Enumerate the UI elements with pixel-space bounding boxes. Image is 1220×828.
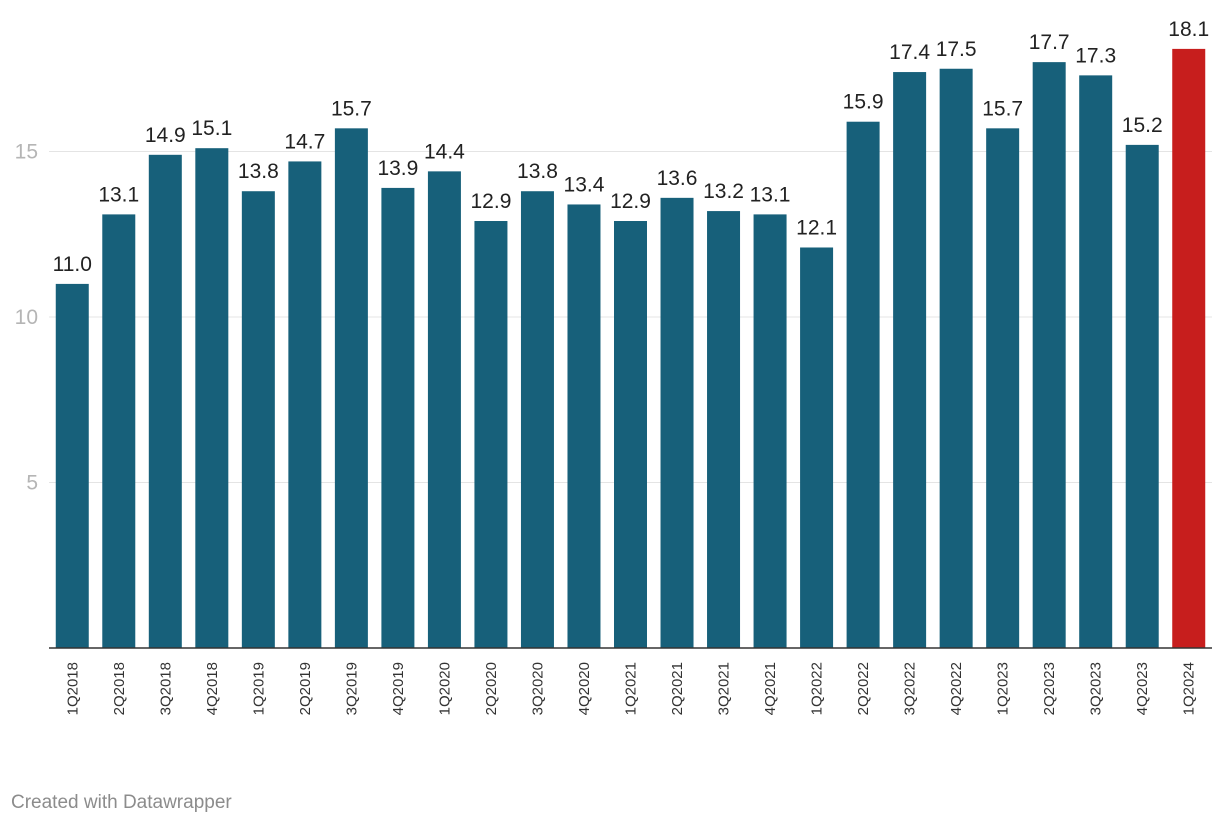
x-tick-label-1Q2020: 1Q2020 bbox=[436, 662, 453, 715]
y-tick-label: 10 bbox=[15, 306, 38, 329]
value-label-2Q2020: 12.9 bbox=[471, 190, 512, 213]
bar-3Q2018 bbox=[148, 154, 182, 648]
y-tick-label: 15 bbox=[15, 141, 38, 164]
x-tick-label-2Q2018: 2Q2018 bbox=[111, 662, 128, 715]
bar-3Q2019 bbox=[334, 128, 368, 648]
x-tick-label-3Q2020: 3Q2020 bbox=[529, 662, 546, 715]
value-label-4Q2018: 15.1 bbox=[191, 117, 232, 140]
value-label-1Q2022: 12.1 bbox=[796, 216, 837, 239]
x-tick-label-2Q2019: 2Q2019 bbox=[297, 662, 314, 715]
x-tick-label-1Q2021: 1Q2021 bbox=[623, 662, 640, 715]
bars bbox=[55, 48, 1206, 649]
x-tick-label-4Q2021: 4Q2021 bbox=[762, 662, 779, 715]
x-tick-label-3Q2021: 3Q2021 bbox=[716, 662, 733, 715]
bar-1Q2019 bbox=[241, 191, 275, 648]
bar-1Q2022 bbox=[800, 247, 834, 649]
bar-2Q2019 bbox=[288, 161, 322, 648]
value-label-1Q2024: 18.1 bbox=[1168, 18, 1209, 41]
value-label-2Q2021: 13.6 bbox=[657, 167, 698, 190]
x-tick-label-3Q2018: 3Q2018 bbox=[157, 662, 174, 715]
bar-1Q2021 bbox=[614, 221, 647, 648]
bar-4Q2023 bbox=[1125, 144, 1159, 648]
bar-2Q2023 bbox=[1032, 62, 1066, 648]
bar-1Q2020 bbox=[427, 171, 461, 649]
x-tick-label-4Q2018: 4Q2018 bbox=[204, 662, 221, 715]
value-label-3Q2019: 15.7 bbox=[331, 97, 372, 120]
value-label-1Q2019: 13.8 bbox=[238, 160, 279, 183]
value-label-4Q2019: 13.9 bbox=[377, 157, 418, 180]
bar-4Q2021 bbox=[753, 214, 787, 648]
value-label-4Q2020: 13.4 bbox=[564, 173, 605, 196]
value-label-2Q2022: 15.9 bbox=[843, 91, 884, 114]
x-tick-label-3Q2023: 3Q2023 bbox=[1088, 662, 1105, 715]
x-tick-label-4Q2020: 4Q2020 bbox=[576, 662, 593, 715]
value-label-4Q2022: 17.5 bbox=[936, 38, 977, 61]
credit-text: Created with Datawrapper bbox=[11, 792, 232, 813]
value-label-2Q2018: 13.1 bbox=[98, 183, 139, 206]
bar-1Q2018 bbox=[55, 283, 89, 648]
x-tick-label-2Q2022: 2Q2022 bbox=[855, 662, 872, 715]
value-label-1Q2020: 14.4 bbox=[424, 140, 465, 163]
bar-2Q2022 bbox=[846, 121, 880, 648]
value-label-3Q2018: 14.9 bbox=[145, 124, 186, 147]
bar-3Q2022 bbox=[893, 72, 927, 648]
bar-3Q2023 bbox=[1079, 75, 1113, 649]
bar-4Q2018 bbox=[195, 148, 229, 648]
value-label-3Q2020: 13.8 bbox=[517, 160, 558, 183]
x-axis-labels: 1Q2018 2Q2018 3Q2018 4Q2018 1Q2019 2Q2019 3Q20… bbox=[64, 662, 1197, 715]
bar-3Q2020 bbox=[520, 191, 554, 648]
value-label-4Q2021: 13.1 bbox=[750, 183, 791, 206]
x-tick-label-4Q2023: 4Q2023 bbox=[1134, 662, 1151, 715]
value-label-2Q2019: 14.7 bbox=[284, 130, 325, 153]
value-label-1Q2018: 11.0 bbox=[53, 253, 92, 276]
x-tick-label-4Q2022: 4Q2022 bbox=[948, 662, 965, 715]
bar-2Q2018 bbox=[102, 214, 136, 648]
bar-1Q2023 bbox=[986, 128, 1020, 648]
x-tick-label-2Q2023: 2Q2023 bbox=[1041, 662, 1058, 715]
bar-2Q2020 bbox=[474, 221, 508, 648]
value-label-2Q2023: 17.7 bbox=[1029, 31, 1070, 54]
bar-2Q2021 bbox=[660, 197, 694, 648]
x-tick-label-4Q2019: 4Q2019 bbox=[390, 662, 407, 715]
x-tick-label-2Q2021: 2Q2021 bbox=[669, 662, 686, 715]
y-axis-labels: 5 10 15 bbox=[15, 141, 38, 495]
y-tick-label: 5 bbox=[26, 472, 38, 495]
x-tick-label-1Q2019: 1Q2019 bbox=[250, 662, 267, 715]
x-tick-label-1Q2022: 1Q2022 bbox=[809, 662, 826, 715]
value-label-3Q2023: 17.3 bbox=[1075, 44, 1116, 67]
bar-3Q2021 bbox=[707, 211, 741, 648]
x-tick-label-1Q2024: 1Q2024 bbox=[1181, 662, 1198, 715]
x-tick-label-1Q2023: 1Q2023 bbox=[995, 662, 1012, 715]
bar-4Q2020 bbox=[567, 204, 601, 648]
value-label-3Q2022: 17.4 bbox=[889, 41, 930, 64]
x-tick-label-3Q2022: 3Q2022 bbox=[902, 662, 919, 715]
value-label-1Q2023: 15.7 bbox=[982, 97, 1023, 120]
x-tick-label-3Q2019: 3Q2019 bbox=[343, 662, 360, 715]
x-tick-label-1Q2018: 1Q2018 bbox=[64, 662, 81, 715]
bar-4Q2022 bbox=[939, 68, 973, 648]
value-label-1Q2021: 12.9 bbox=[610, 190, 651, 213]
value-label-4Q2023: 15.2 bbox=[1122, 114, 1163, 137]
value-label-3Q2021: 13.2 bbox=[703, 180, 744, 203]
bar-4Q2019 bbox=[381, 187, 415, 648]
value-labels: 11.013.114.9 15.113.814.715.713.914.412.9… bbox=[53, 18, 1210, 276]
x-tick-label-2Q2020: 2Q2020 bbox=[483, 662, 500, 715]
bar-1Q2024 bbox=[1172, 48, 1206, 648]
